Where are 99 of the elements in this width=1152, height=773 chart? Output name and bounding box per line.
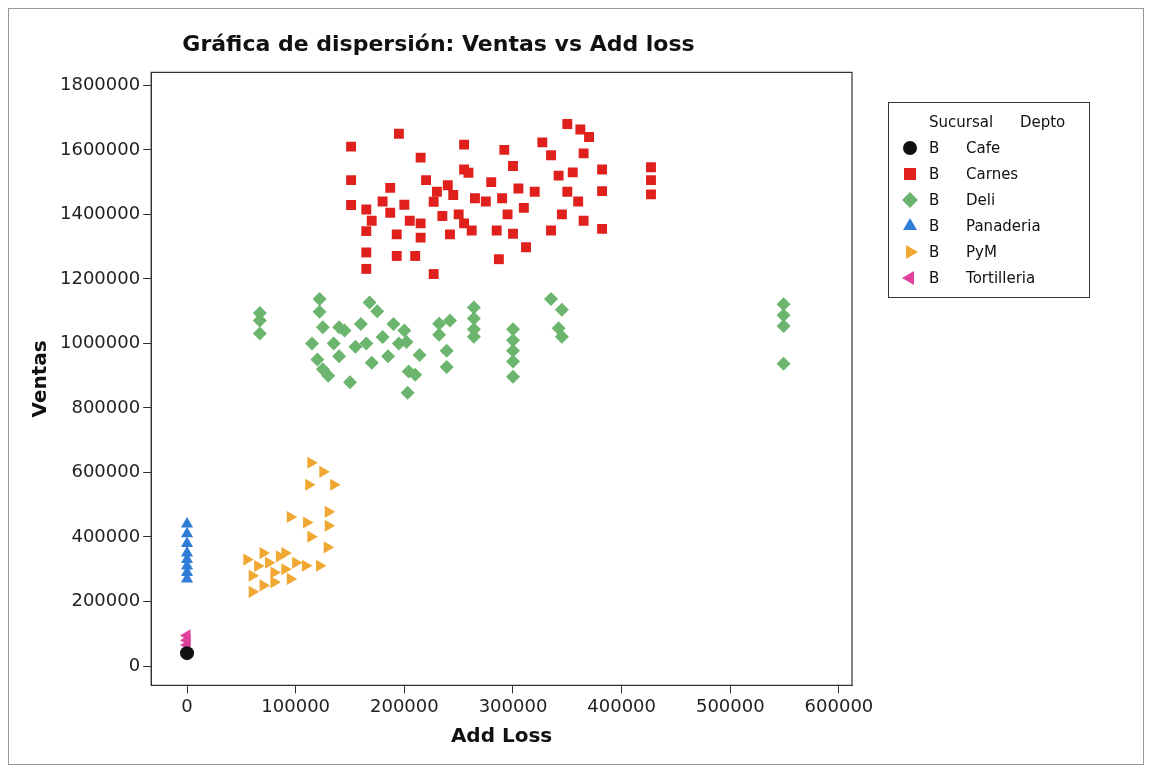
point [270,576,281,589]
point [286,572,298,585]
point [505,354,520,369]
point [180,646,195,661]
point [305,478,316,491]
point [332,349,347,364]
point [439,343,454,358]
point [551,321,566,336]
point [386,317,401,332]
point [316,559,327,572]
x-tick-label: 300000 [478,694,548,716]
y-tick-label: 1800000 [59,72,141,94]
legend-label: B Deli [929,191,996,209]
point [353,317,368,332]
y-tick-label: 600000 [71,460,141,482]
point [292,556,303,569]
point [466,300,481,315]
point [281,547,292,560]
legend-label: B Panaderia [929,217,1041,235]
point [248,569,260,582]
point [442,313,457,328]
point [364,355,379,370]
point [259,579,271,592]
point [248,585,260,598]
point [312,291,327,306]
x-axis-title: Add Loss [450,723,553,748]
legend-label: B Carnes [929,165,1019,183]
point [375,329,390,344]
point [554,302,569,317]
chart-title: Gráfica de dispersión: Ventas vs Add loss [182,30,695,56]
point [505,369,520,384]
y-tick-label: 1200000 [59,266,141,288]
point [304,336,319,351]
point [324,519,336,532]
x-tick-label: 200000 [369,694,439,716]
point [315,362,330,377]
point [286,510,298,524]
point [776,318,791,333]
legend-title: Sucursal Depto [928,112,1066,133]
x-tick-label: 500000 [695,694,765,716]
point [362,295,377,310]
point [243,553,254,566]
y-axis-title: Ventas [27,340,52,418]
point [312,304,327,319]
point [432,327,447,342]
point [370,304,385,319]
point [310,352,325,367]
point [776,297,791,312]
point [281,563,292,576]
y-tick-label: 200000 [71,589,141,611]
point [259,547,271,560]
legend-label: B PyM [929,243,997,261]
point [180,526,194,538]
point [324,505,336,518]
y-tick-label: 800000 [71,395,141,417]
point [307,456,318,469]
point [397,323,412,338]
point [270,566,281,579]
point [343,375,358,390]
y-tick-label: 1600000 [59,137,141,159]
point [180,517,194,528]
point [330,478,341,491]
point [466,311,481,326]
point [505,322,520,337]
y-tick-label: 0 [128,653,141,675]
legend-label: B Tortilleria [929,269,1036,287]
legend-label: B Cafe [929,139,1001,157]
point [180,536,194,547]
point [301,559,313,572]
point [319,465,330,478]
point [381,349,396,364]
point [544,291,559,306]
point [432,316,447,331]
x-tick-label: 600000 [804,694,874,716]
x-tick-label: 0 [181,694,193,716]
point [400,385,415,400]
point [254,559,265,573]
point [303,516,314,529]
y-tick-label: 400000 [71,524,141,546]
point [554,329,569,344]
point [439,359,454,374]
point [359,336,374,351]
point [776,308,791,323]
point [307,530,318,543]
y-tick-label: 1000000 [59,331,141,353]
point [505,333,520,348]
x-tick-label: 100000 [261,694,331,716]
point [408,367,423,382]
point [323,541,335,554]
y-tick-label: 1400000 [59,202,141,224]
x-tick-label: 400000 [587,694,657,716]
point [265,556,276,569]
point [315,320,330,335]
point [252,326,267,341]
point [505,343,520,358]
point [412,348,427,363]
point [776,356,791,371]
point [326,336,341,351]
point [348,339,363,354]
